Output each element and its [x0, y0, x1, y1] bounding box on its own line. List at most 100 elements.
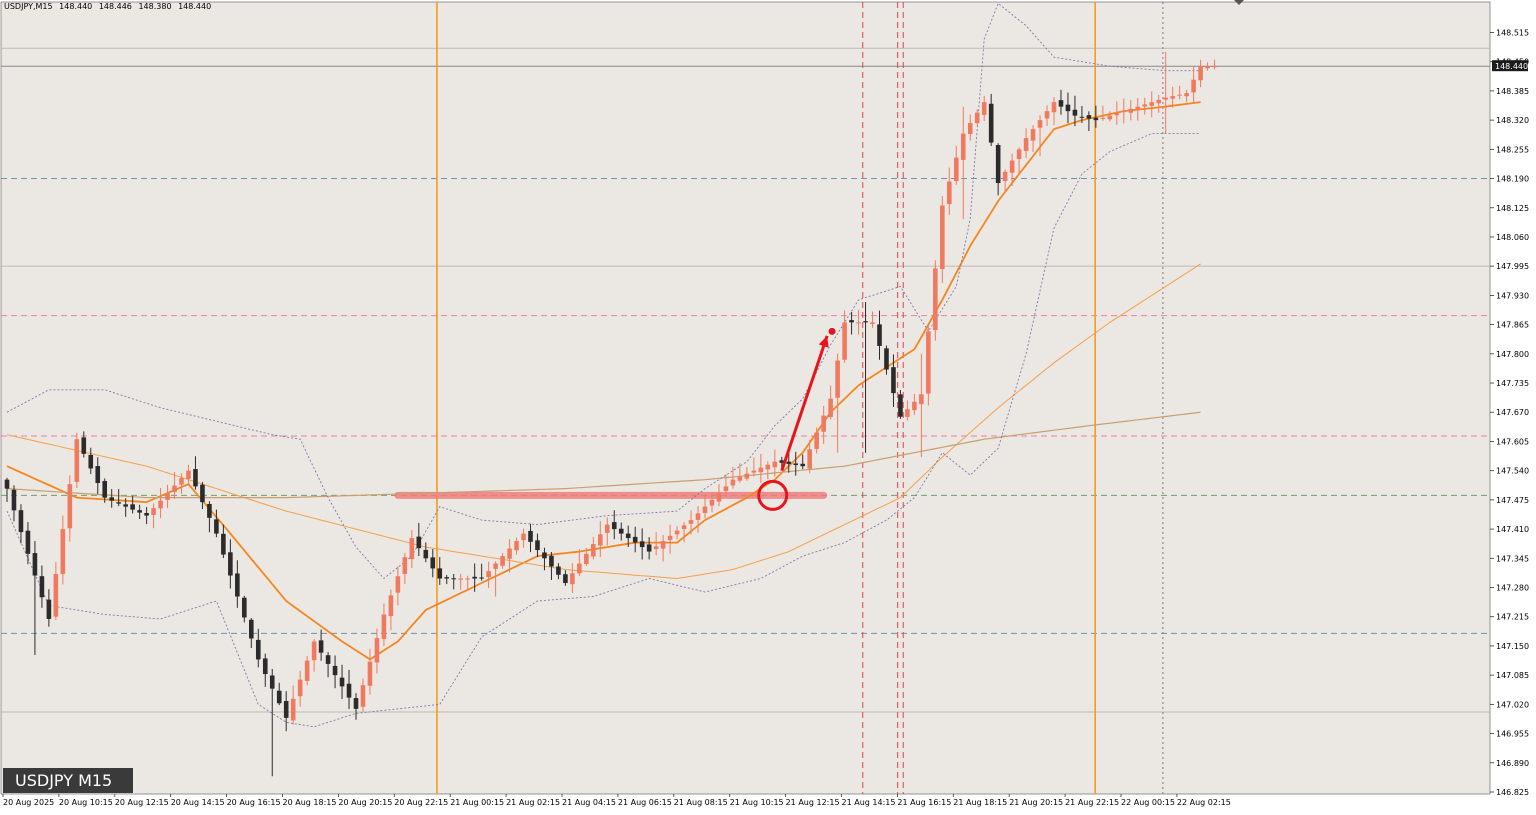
price-tick-label: 147.995: [1496, 262, 1529, 271]
candle: [1079, 106, 1085, 124]
candle-body: [74, 439, 80, 482]
candle-body: [123, 504, 128, 507]
candle-body: [283, 701, 289, 718]
vertical-marker-lines: [436, 2, 1164, 794]
price-tick-label: 147.540: [1496, 467, 1529, 476]
candle-body: [416, 536, 422, 549]
candle: [318, 629, 324, 661]
candle: [758, 453, 764, 483]
candle: [884, 345, 889, 375]
candle: [933, 260, 938, 341]
symbol-badge: USDJPY M15: [3, 768, 133, 793]
candle: [486, 561, 491, 589]
candle-body: [165, 493, 170, 500]
candle-body: [423, 549, 429, 559]
price-tick-label: 147.215: [1496, 613, 1529, 622]
time-tick-label: 21 Aug 06:15: [618, 798, 672, 807]
price-tick-label: 148.190: [1496, 175, 1529, 184]
candle: [130, 496, 135, 514]
candle-body: [870, 322, 875, 325]
candle-body: [1044, 111, 1050, 119]
candle-body: [639, 541, 645, 548]
candle: [151, 503, 156, 529]
candle: [681, 522, 687, 543]
ma-slow-line: [6, 263, 1201, 580]
candle-body: [458, 578, 463, 580]
candle-body: [702, 506, 708, 514]
candle: [716, 483, 722, 507]
candle: [981, 95, 987, 122]
candle-body: [898, 394, 903, 417]
price-tick-label: 148.125: [1496, 204, 1529, 213]
candle: [144, 507, 149, 525]
candle: [46, 589, 52, 627]
price-tick-label: 147.800: [1496, 350, 1529, 359]
candle-body: [549, 555, 554, 567]
candle-body: [374, 638, 380, 663]
time-axis: 20 Aug 2025 20 Aug 10:15 20 Aug 12:15 20 Au…: [2, 794, 1231, 807]
candle-body: [262, 658, 268, 675]
symbol-timeframe: USDJPY,M15: [4, 2, 53, 11]
candle-body: [723, 486, 729, 491]
candle: [109, 489, 114, 508]
candle-body: [493, 563, 498, 569]
candle-body: [884, 348, 889, 370]
candle-body: [388, 595, 394, 617]
candle-body: [1051, 102, 1057, 113]
candle: [437, 557, 443, 585]
candle: [737, 463, 743, 483]
candle-body: [144, 513, 149, 516]
candle-body: [325, 655, 331, 664]
candle-body: [877, 324, 882, 346]
candle: [995, 143, 1001, 196]
candle-body: [1100, 117, 1106, 119]
candle: [235, 560, 240, 608]
candle-body: [332, 665, 338, 676]
candle-body: [842, 322, 847, 360]
ma-fast-line: [6, 101, 1201, 661]
time-tick-label: 22 Aug 02:15: [1177, 798, 1231, 807]
candle: [1184, 89, 1189, 103]
time-tick-label: 22 Aug 00:15: [1121, 798, 1175, 807]
candle-body: [46, 599, 52, 619]
candle-body: [255, 639, 261, 660]
candle-body: [151, 508, 156, 515]
price-tick-label: 146.825: [1496, 788, 1529, 797]
candle-body: [960, 133, 966, 160]
candle: [535, 533, 540, 558]
candle-body: [730, 479, 736, 486]
candle-body: [297, 679, 303, 697]
candle: [1163, 51, 1168, 134]
candle-body: [451, 578, 457, 580]
candle-body: [856, 322, 861, 324]
candle-body: [1114, 113, 1120, 116]
candle: [1051, 97, 1057, 126]
ohlc-open: 148.440: [59, 2, 93, 11]
candle: [269, 668, 275, 777]
time-tick-label: 20 Aug 18:15: [283, 798, 337, 807]
time-tick-label: 20 Aug 14:15: [171, 798, 225, 807]
candle-body: [221, 533, 226, 555]
candle-body: [1191, 79, 1196, 93]
candle: [591, 537, 596, 560]
candle: [521, 528, 526, 548]
candle-body: [751, 470, 757, 473]
candle: [1128, 100, 1134, 121]
candle-body: [660, 541, 666, 549]
candle-body: [116, 502, 121, 504]
candle-body: [584, 553, 589, 565]
candle: [255, 628, 261, 668]
candle: [953, 145, 959, 185]
time-tick-label: 20 Aug 10:15: [59, 798, 113, 807]
time-tick-label: 21 Aug 00:15: [450, 798, 504, 807]
candle-body: [1058, 100, 1064, 107]
chart-shift-marker[interactable]: [1234, 0, 1244, 5]
candle: [1114, 101, 1120, 125]
price-tick-label: 147.345: [1496, 554, 1529, 563]
candle-body: [4, 479, 10, 489]
candle: [988, 93, 994, 146]
candle-body: [793, 463, 799, 466]
candle-body: [528, 530, 533, 542]
candle-body: [716, 493, 722, 502]
